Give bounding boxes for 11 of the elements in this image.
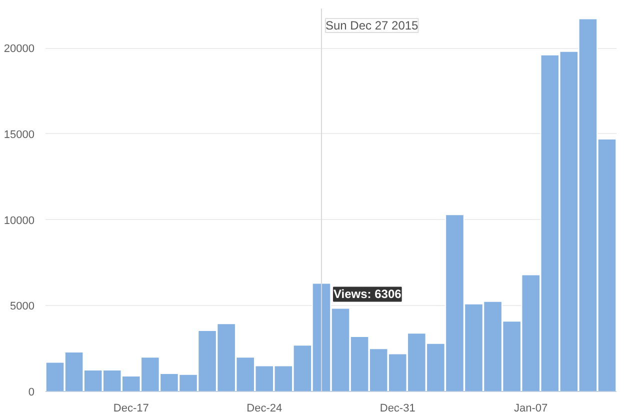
x-tick-label: Jan-07	[514, 402, 548, 414]
y-tick-label: 15000	[4, 128, 35, 141]
x-tick-label: Dec-31	[380, 402, 416, 414]
x-tick-label: Dec-24	[246, 402, 282, 414]
y-tick-label: 0	[28, 386, 35, 398]
ref-line-label: Sun Dec 27 2015	[325, 18, 419, 32]
y-tick-label: 20000	[4, 43, 35, 55]
y-tick-label: 10000	[4, 214, 35, 227]
x-tick-label: Dec-17	[113, 402, 149, 414]
y-tick-label: 5000	[10, 300, 35, 313]
annotation: Views: 6306	[333, 287, 402, 302]
